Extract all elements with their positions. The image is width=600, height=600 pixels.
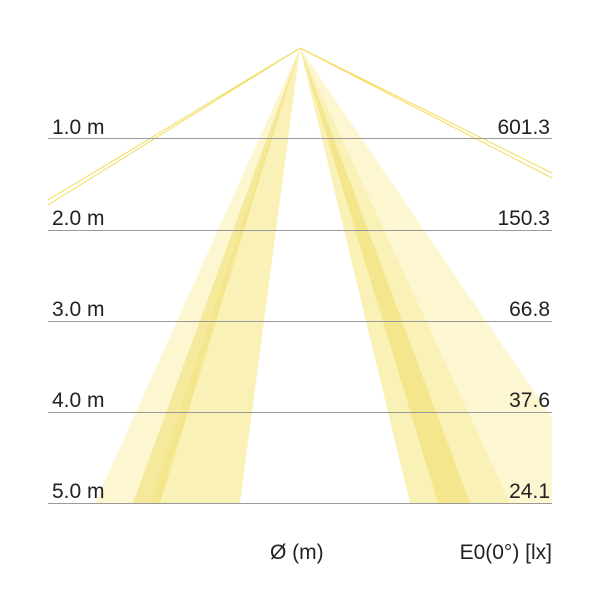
distance-label: 5.0 m xyxy=(52,480,105,503)
right-beam-core xyxy=(300,48,470,503)
illuminance-value: 37.6 xyxy=(509,389,550,412)
illuminance-axis-label: E0(0°) [lx] xyxy=(459,541,552,564)
left-wide-ray xyxy=(48,47,301,201)
left-wide-ray xyxy=(48,47,301,206)
right-wide-ray xyxy=(299,47,552,174)
distance-label: 3.0 m xyxy=(52,298,105,321)
distance-label: 4.0 m xyxy=(52,389,105,412)
distance-label: 2.0 m xyxy=(52,207,105,230)
illuminance-value: 601.3 xyxy=(497,116,550,139)
right-beam-inner xyxy=(300,48,510,503)
right-wide-ray xyxy=(299,47,552,179)
left-beam-core xyxy=(133,48,300,503)
illuminance-value: 150.3 xyxy=(497,207,550,230)
illuminance-value: 66.8 xyxy=(509,298,550,321)
left-beam-outer xyxy=(95,48,300,503)
illuminance-value: 24.1 xyxy=(509,480,550,503)
distance-label: 1.0 m xyxy=(52,116,105,139)
diameter-axis-label: Ø (m) xyxy=(270,541,324,564)
right-beam-outer xyxy=(300,48,552,503)
left-beam-inner xyxy=(150,48,300,503)
